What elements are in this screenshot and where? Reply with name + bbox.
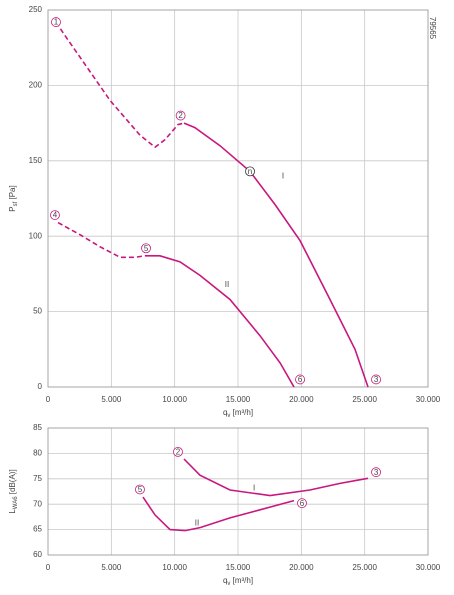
axis-label: qv [m³/h] [223, 576, 253, 586]
annotation: II [225, 280, 229, 289]
y-tick-label: 0 [38, 382, 43, 391]
annotation: 2 [176, 447, 181, 456]
y-tick-label: 75 [33, 474, 42, 483]
x-tick-label: 30.000 [416, 395, 441, 404]
dashed-curve [55, 21, 185, 149]
x-tick-label: 10.000 [162, 395, 187, 404]
annotation: 5 [144, 244, 149, 253]
curve [145, 255, 295, 388]
figure-number: 79565 [428, 17, 437, 40]
annotation: 6 [300, 499, 305, 508]
annotation-circle [173, 446, 183, 457]
x-tick-label: 15.000 [226, 395, 251, 404]
axis-label-sub: sf [13, 201, 19, 206]
y-tick-label: 60 [33, 550, 42, 559]
annotation-circle [51, 17, 61, 27]
x-tick-label: 30.000 [416, 563, 441, 572]
axis-label-main: q [223, 576, 227, 585]
x-tick-label: 25.000 [352, 563, 377, 572]
x-tick-label: 20.000 [289, 563, 314, 572]
axis-label: Psf [Pa] [8, 185, 18, 211]
axis-label-main: L [8, 509, 17, 514]
annotation-circle [371, 467, 381, 478]
curve [142, 496, 295, 532]
x-tick-label: 5.000 [101, 395, 122, 404]
y-tick-label: 150 [29, 156, 43, 165]
axis-label: qv [m³/h] [223, 408, 253, 418]
annotation-circle [245, 166, 255, 177]
dashed-curve [57, 221, 146, 259]
annotation: 4 [53, 211, 58, 220]
x-tick-label: 0 [46, 563, 51, 572]
axis-label-unit: [dB(A)] [8, 469, 17, 496]
annotation: I [253, 484, 255, 493]
axis-label-main: P [8, 206, 17, 211]
annotation-circle [175, 110, 186, 121]
curve [183, 122, 369, 388]
y-tick-label: 70 [33, 499, 42, 508]
curve [183, 458, 369, 497]
x-tick-label: 0 [46, 395, 51, 404]
annotation: I [282, 171, 284, 180]
plot-frame [47, 427, 429, 556]
x-tick-label: 5.000 [101, 563, 122, 572]
annotation: 3 [374, 375, 379, 384]
axis-label-main: q [223, 408, 227, 417]
annotation: 6 [298, 375, 303, 384]
axis-label-sub: v [227, 581, 230, 587]
y-tick-label: 85 [33, 423, 42, 432]
annotation: II [195, 519, 199, 528]
annotation: 5 [138, 485, 143, 494]
annotation: 3 [374, 468, 379, 477]
annotation: 2 [178, 111, 183, 120]
x-tick-label: 25.000 [352, 395, 377, 404]
x-tick-label: 10.000 [162, 563, 187, 572]
axis-label-unit: [Pa] [8, 185, 17, 201]
y-tick-label: 50 [33, 307, 42, 316]
annotation-circle [297, 498, 307, 509]
annotation: 1 [54, 18, 59, 27]
y-tick-label: 100 [29, 231, 43, 240]
axis-label: LWA6 [dB(A)] [8, 469, 18, 513]
axis-label-sub: v [227, 413, 230, 419]
axis-label-unit: [m³/h] [230, 408, 253, 417]
y-tick-label: 80 [33, 449, 42, 458]
x-tick-label: 20.000 [289, 395, 314, 404]
y-tick-label: 200 [29, 81, 43, 90]
axis-label-unit: [m³/h] [230, 576, 253, 585]
annotation-circle [371, 374, 381, 385]
y-tick-label: 65 [33, 525, 42, 534]
annotation-circle [141, 243, 151, 254]
annotation-circle [135, 484, 145, 495]
annotation: n [248, 167, 252, 176]
annotation-circle [50, 210, 60, 220]
plot-frame [47, 9, 429, 388]
x-tick-label: 15.000 [226, 563, 251, 572]
y-tick-label: 250 [29, 5, 43, 14]
axis-label-sub: WA6 [13, 496, 19, 509]
annotation-circle [295, 374, 305, 385]
